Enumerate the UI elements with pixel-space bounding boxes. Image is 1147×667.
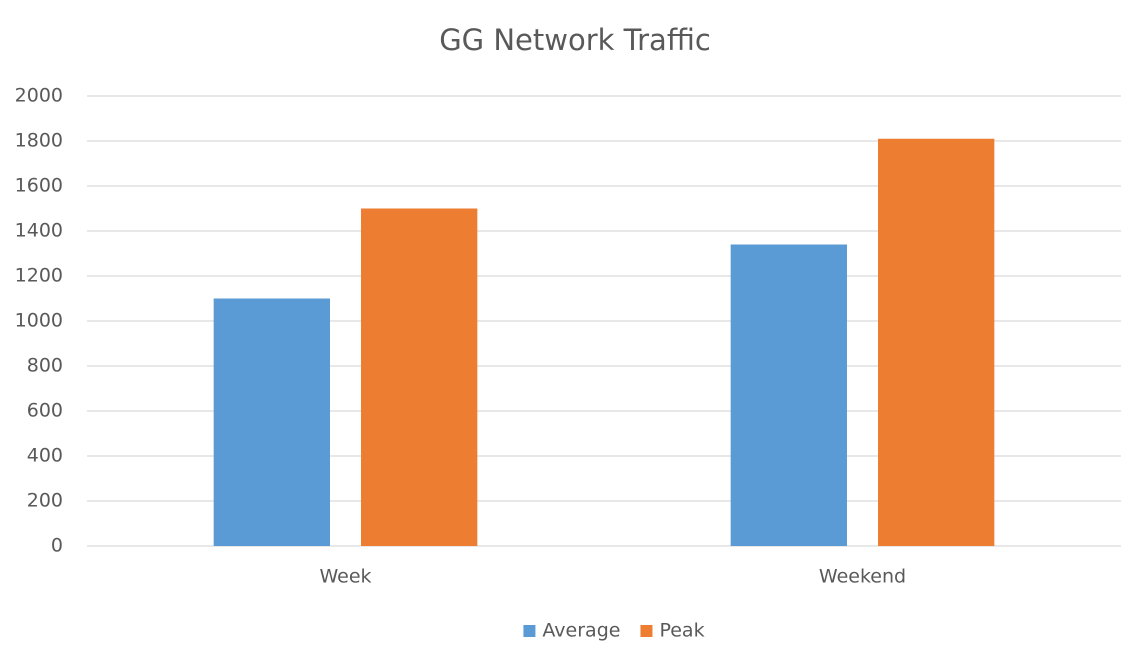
bar <box>878 138 995 546</box>
bar <box>361 208 478 546</box>
legend-label: Peak <box>659 620 704 642</box>
y-tick-label: 1000 <box>15 310 63 332</box>
legend-label: Average <box>542 620 620 642</box>
y-tick-label: 1400 <box>15 220 63 242</box>
y-tick-label: 400 <box>27 445 63 467</box>
bar <box>213 298 330 546</box>
bar <box>730 244 847 546</box>
y-tick-label: 0 <box>51 535 63 557</box>
chart-title: GG Network Traffic <box>439 23 711 57</box>
x-tick-label: Weekend <box>819 566 906 588</box>
y-tick-label: 800 <box>27 355 63 377</box>
y-tick-label: 1200 <box>15 265 63 287</box>
y-tick-label: 600 <box>27 400 63 422</box>
y-tick-label: 2000 <box>15 85 63 107</box>
x-tick-label: Week <box>319 566 371 588</box>
legend-swatch <box>640 625 653 637</box>
y-tick-label: 200 <box>27 490 63 512</box>
y-tick-label: 1800 <box>15 130 63 152</box>
y-tick-label: 1600 <box>15 175 63 197</box>
legend-swatch <box>523 625 536 637</box>
